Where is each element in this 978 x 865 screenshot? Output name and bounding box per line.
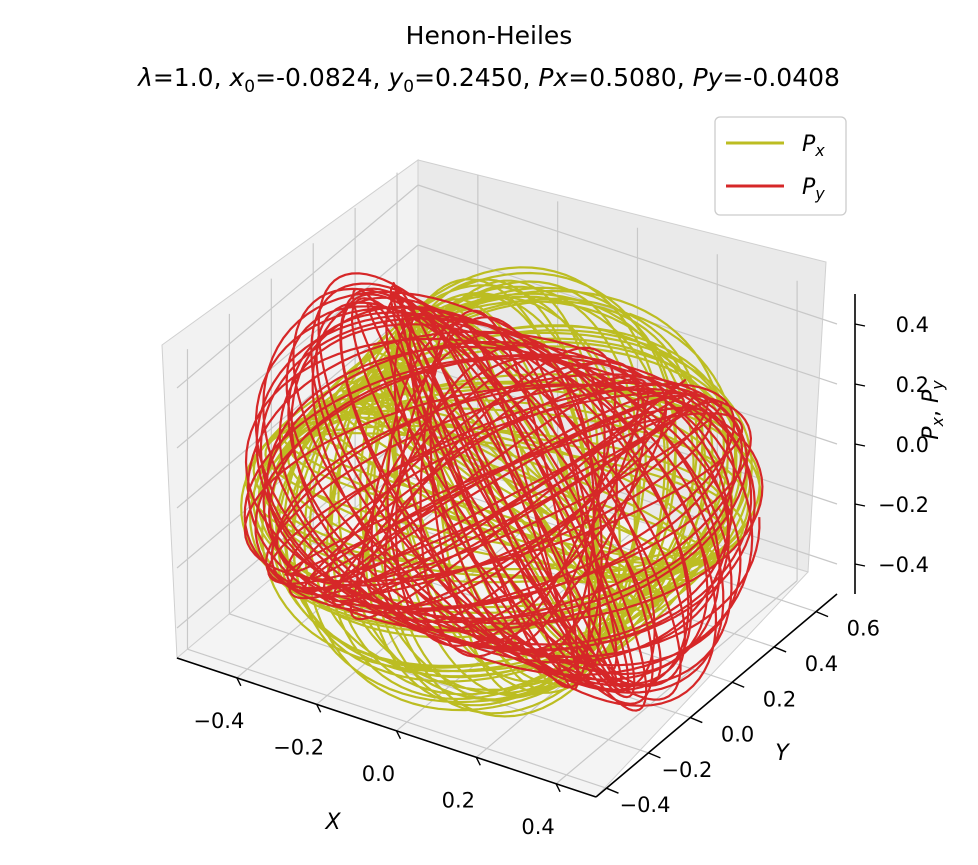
z-tick-mark: [854, 563, 866, 567]
y-tick-mark: [731, 681, 745, 688]
y0-label: y: [387, 63, 404, 92]
y-tick-mark: [606, 787, 619, 794]
x0-label: x: [228, 63, 244, 92]
y-tick-mark: [773, 646, 787, 653]
z-tick-label: 0.2: [896, 373, 929, 397]
z-tick-label: −0.4: [878, 553, 929, 577]
y-tick-label: 0.2: [763, 687, 796, 711]
x-tick-mark: [236, 677, 242, 687]
legend-px-sub: x: [814, 141, 825, 160]
z-label-p1: P: [919, 426, 944, 440]
py-value: =-0.0408: [722, 63, 839, 92]
y-axis-line: [595, 593, 838, 798]
y-tick-label: 0.6: [847, 617, 880, 641]
x-tick-mark: [395, 730, 402, 740]
tick-labels: −0.4 −0.2 0.0 0.2 0.4 −0.4 −0.2 0.0 0.2 0.4 0.6 −0.…: [193, 313, 929, 839]
z-tick-label: −0.2: [878, 493, 929, 517]
y-tick-mark: [690, 716, 703, 724]
chart-subtitle: λ=1.0, x0=-0.0824, y0=0.2450, Px=0.5080,…: [136, 63, 840, 97]
z-label-x: x: [928, 416, 947, 427]
x-tick-label: −0.2: [273, 735, 324, 759]
y-tick-label: −0.4: [619, 793, 670, 817]
px-label: Px: [538, 63, 568, 92]
y-tick-label: 0.0: [721, 723, 754, 747]
z-label-p2: P: [919, 389, 944, 403]
z-tick-label: 0.0: [896, 433, 929, 457]
chart-title: Henon-Heiles: [406, 21, 573, 50]
z-label-y: y: [928, 380, 947, 391]
z-axis-label: Px, Py: [919, 380, 947, 440]
y-axis-label: Y: [775, 741, 790, 766]
y-tick-mark: [815, 611, 829, 618]
legend-py-base: P: [802, 175, 816, 200]
legend-label-px: Px: [802, 132, 825, 160]
x-tick-mark: [555, 783, 561, 793]
grid-line-left-z: [176, 184, 419, 389]
z-tick-mark: [854, 323, 866, 327]
py-label: Py: [693, 63, 724, 92]
x0-value: =-0.0824,: [255, 63, 388, 92]
grid-line-left-z: [176, 244, 419, 449]
z-tick-label: 0.4: [896, 313, 929, 337]
lambda-value: =1.0,: [153, 63, 230, 92]
legend-px-base: P: [802, 132, 816, 157]
legend-label-py: Py: [802, 175, 825, 203]
grid-line-left-z: [176, 304, 419, 509]
x0-sub: 0: [244, 77, 255, 97]
z-label-sep: ,: [919, 403, 944, 417]
y-tick-mark: [648, 752, 661, 759]
series-line-py: [243, 272, 764, 712]
px-value: =0.5080,: [568, 63, 692, 92]
x-tick-label: −0.4: [193, 709, 244, 733]
y0-sub: 0: [403, 77, 414, 97]
z-tick-mark: [854, 383, 866, 387]
x-tick-label: 0.0: [362, 762, 395, 786]
x-axis-label: X: [324, 810, 341, 835]
trajectories: [240, 266, 764, 718]
grid-line-floor-y: [187, 648, 607, 789]
grid-line-left-z: [176, 424, 419, 629]
legend-py-sub: y: [814, 184, 825, 203]
y0-value: =0.2450,: [414, 63, 538, 92]
x-tick-mark: [475, 756, 481, 766]
y-tick-label: −0.2: [661, 758, 712, 782]
y-tick-label: 0.4: [805, 652, 838, 676]
grid-line-back-z: [417, 184, 838, 325]
grid-line-back-z: [417, 424, 838, 565]
z-tick-mark: [854, 443, 866, 447]
x-axis-line: [176, 657, 597, 798]
x-tick-label: 0.4: [521, 815, 554, 839]
legend-frame: [714, 116, 847, 216]
x-tick-mark: [316, 704, 322, 713]
x-tick-label: 0.2: [442, 788, 475, 812]
grid-line-floor-y: [229, 613, 649, 754]
lambda-label: λ: [136, 63, 153, 92]
z-tick-mark: [854, 503, 866, 507]
legend: Px Py: [714, 116, 847, 216]
